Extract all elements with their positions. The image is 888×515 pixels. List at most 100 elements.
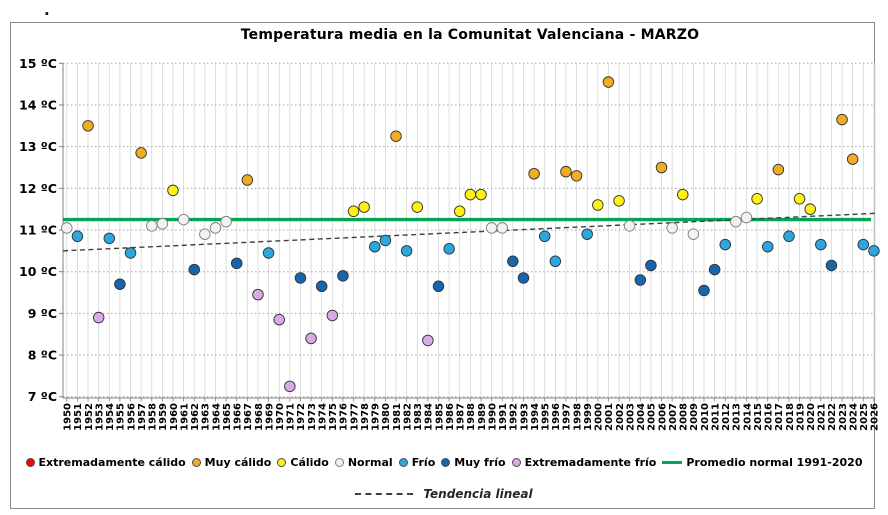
data-point: 1976: 9.9 ºC — Muy frío <box>337 270 349 282</box>
x-tick-label: 2008 <box>679 403 690 431</box>
legend-label-extremadamente-frio: Extremadamente frío <box>524 456 657 469</box>
legend-marker-extremadamente-calido <box>25 458 35 467</box>
data-point: 2017: 12.45 ºC — Muy cálido <box>772 163 785 176</box>
x-tick-label: 1951 <box>73 403 84 431</box>
x-tick-label: 1990 <box>487 403 498 431</box>
data-point: 1955: 9.7 ºC — Muy frío <box>114 278 126 290</box>
data-point: 2021: 10.65 ºC — Frío <box>815 238 827 251</box>
x-tick-label: 2007 <box>668 403 679 431</box>
data-point: 1978: 11.55 ºC — Cálido <box>358 201 370 213</box>
data-point: 2024: 12.7 ºC — Muy cálido <box>846 153 859 165</box>
x-tick-label: 1968 <box>254 403 265 431</box>
y-axis-labels: 15 ºC 14 ºC 13 ºC 12 ºC 11 ºC 10 ºC 9 ºC 8 ºC 7 … <box>19 56 57 404</box>
x-tick-label: 1954 <box>105 403 116 431</box>
data-point: 1989: 11.85 ºC — Cálido <box>475 188 487 201</box>
data-point: 2010: 9.55 ºC — Muy frío <box>698 284 710 297</box>
data-point: 2026: 10.5 ºC — Frío <box>868 245 880 257</box>
x-tick-label: 1950 <box>63 403 74 431</box>
legend-item-calido: Cálido <box>277 456 329 469</box>
data-point: 1984: 8.35 ºC — Extremadamente frío <box>422 334 434 347</box>
x-tick-label: 2016 <box>764 403 775 431</box>
x-tick-label: 2014 <box>742 403 753 431</box>
legend-item-extremadamente-calido: Extremadamente cálido <box>25 456 186 469</box>
data-points: 1950: 11.05 ºC — Normal1951: 10.85 ºC — … <box>61 76 880 393</box>
legend-item-normal: Normal <box>334 456 393 469</box>
data-point: 1969: 10.45 ºC — Frío <box>262 247 275 259</box>
data-point: 2004: 9.8 ºC — Muy frío <box>634 274 647 286</box>
x-tick-label: 1976 <box>339 403 350 431</box>
x-tick-label: 1991 <box>498 403 509 431</box>
axes <box>62 63 875 399</box>
x-tick-label: 2018 <box>785 403 796 431</box>
x-axis-labels: 1950 1951 1952 1953 1954 1955 1956 1957 1958 1959… <box>63 403 881 431</box>
data-point: 1998: 12.3 ºC — Muy cálido <box>570 170 583 182</box>
x-tick-label: 2020 <box>806 403 817 431</box>
legend-label-normal: Normal <box>347 456 393 469</box>
chart-frame <box>10 22 875 509</box>
legend-marker-frio <box>398 458 408 467</box>
data-point: 1956: 10.45 ºC — Frío <box>124 247 137 259</box>
data-point: 1972: 9.85 ºC — Muy frío <box>294 272 307 284</box>
data-point: 2000: 11.6 ºC — Cálido <box>592 199 604 211</box>
x-tick-label: 1977 <box>349 403 360 431</box>
x-tick-label: 1994 <box>530 403 541 431</box>
data-point: 1974: 9.65 ºC — Muy frío <box>315 280 328 293</box>
x-tick-label: 1978 <box>360 403 371 431</box>
x-tick-label: 1961 <box>179 403 190 431</box>
data-point: 1959: 11.15 ºC — Normal <box>156 218 169 230</box>
legend-label-calido: Cálido <box>290 456 329 469</box>
data-point: 1995: 10.85 ºC — Frío <box>538 230 551 243</box>
x-tick-label: 1988 <box>466 403 477 431</box>
x-tick-label: 1981 <box>392 403 403 431</box>
data-point: 1997: 12.4 ºC — Muy cálido <box>560 165 572 178</box>
data-point: 1990: 11.05 ºC — Normal <box>485 222 498 234</box>
data-point: 2003: 11.1 ºC — Normal <box>623 220 636 232</box>
data-point: 1967: 12.2 ºC — Muy cálido <box>241 174 254 186</box>
x-tick-label: 2002 <box>615 403 626 431</box>
data-point: 2001: 14.55 ºC — Muy cálido <box>602 76 615 88</box>
trend-legend-label: Tendencia lineal <box>423 487 533 501</box>
legend-line-promedio-normal <box>662 461 683 464</box>
x-tick-label: 1955 <box>116 403 127 431</box>
x-tick-label: 1985 <box>434 403 445 431</box>
y-tick-label: 10 ºC <box>19 264 57 279</box>
data-point: 2007: 11.05 ºC — Normal <box>666 222 678 234</box>
data-point: 2013: 11.2 ºC — Normal <box>730 215 742 228</box>
horizontal-gridlines <box>59 62 875 398</box>
data-point: 1996: 10.25 ºC — Frío <box>549 255 562 268</box>
data-point: 2014: 11.3 ºC — Normal <box>740 211 753 224</box>
x-tick-label: 1956 <box>126 403 137 431</box>
x-tick-label: 1972 <box>296 403 307 431</box>
data-point: 1953: 8.9 ºC — Extremadamente frío <box>92 311 105 324</box>
x-tick-label: 1969 <box>264 403 275 431</box>
x-tick-label: 1987 <box>456 403 467 431</box>
x-tick-label: 1970 <box>275 403 286 431</box>
data-point: 1986: 10.55 ºC — Frío <box>443 243 455 255</box>
x-tick-label: 1995 <box>541 403 552 431</box>
data-point: 1957: 12.85 ºC — Muy cálido <box>135 147 147 159</box>
data-point: 1965: 11.2 ºC — Normal <box>220 215 232 228</box>
x-tick-label: 1982 <box>402 403 413 431</box>
data-point: 1982: 10.5 ºC — Frío <box>400 245 413 257</box>
data-point: 1960: 11.95 ºC — Cálido <box>167 184 179 197</box>
x-tick-label: 1983 <box>413 403 424 431</box>
legend-item-muy-calido: Muy cálido <box>191 456 271 469</box>
data-point: 1968: 9.45 ºC — Extremadamente frío <box>252 288 264 301</box>
x-tick-label: 1998 <box>572 403 583 431</box>
x-tick-label: 2011 <box>710 403 721 431</box>
x-tick-label: 1952 <box>84 403 95 431</box>
data-point: 2025: 10.65 ºC — Frío <box>857 238 870 251</box>
data-point: 2016: 10.6 ºC — Frío <box>761 240 774 253</box>
scatter-plot: 1950: 11.05 ºC — Normal1951: 10.85 ºC — … <box>19 56 881 431</box>
x-tick-label: 2024 <box>848 403 859 431</box>
data-point: 2020: 11.5 ºC — Cálido <box>804 203 816 215</box>
data-point: 2022: 10.15 ºC — Muy frío <box>825 259 838 272</box>
category-legend: Extremadamente cálido Muy cálido Cálido Nor… <box>6 456 882 469</box>
x-tick-label: 1997 <box>562 403 573 431</box>
data-point: 1971: 7.25 ºC — Extremadamente frío <box>284 380 296 393</box>
x-tick-label: 1971 <box>286 403 297 431</box>
y-tick-label: 8 ºC <box>28 348 57 363</box>
trend-legend: Tendencia lineal <box>0 487 888 501</box>
y-tick-label: 13 ºC <box>19 139 57 154</box>
